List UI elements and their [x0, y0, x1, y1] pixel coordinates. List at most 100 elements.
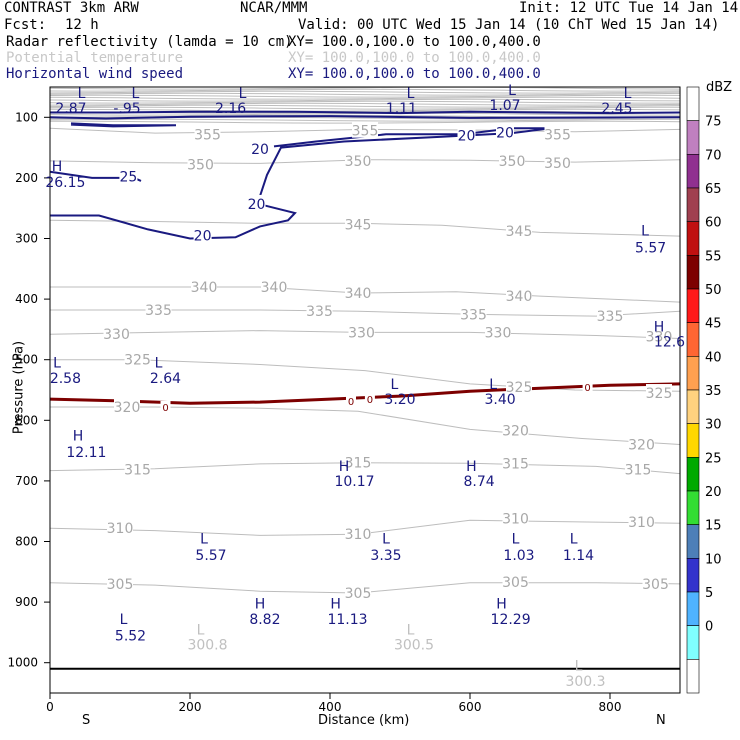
header-fcst-value: 12 h [65, 17, 99, 33]
extremum-value: 1.07 [489, 98, 520, 114]
extremum-value: 5.57 [195, 548, 226, 564]
y-tick-label: 600 [15, 413, 38, 427]
freezing-label: 0 [348, 397, 354, 408]
colorbar-swatch [686, 591, 700, 626]
theta-label-bg [502, 509, 529, 526]
theta-label: 305 [345, 586, 372, 602]
extremum-value: 2.58 [50, 371, 81, 387]
theta-label: 310 [107, 521, 134, 537]
x-endpoint-left: S [82, 713, 91, 728]
theta-label-bg [502, 573, 529, 590]
freezing-label-bg [346, 394, 356, 407]
extremum-value: 11.13 [327, 612, 367, 628]
theta-label-bg [107, 574, 133, 591]
colorbar-swatch [686, 490, 700, 525]
theta-label-bg [124, 350, 151, 367]
colorbar-label: 65 [705, 182, 722, 197]
theta-label-bg [345, 284, 371, 301]
freezing-label: 0 [162, 403, 168, 414]
y-tick-label: 1000 [7, 656, 38, 670]
extremum-value: 300.8 [187, 638, 227, 654]
field-reflectivity-xy: XY= 100.0,100.0 to 100.0,400.0 [288, 34, 541, 50]
wind-contour [49, 170, 142, 182]
theta-label-bg [107, 519, 133, 536]
freezing-label: 0 [367, 395, 373, 406]
theta-label: 325 [646, 386, 673, 402]
field-theta-name: Potential temperature [6, 50, 184, 66]
theta-label-bg [114, 397, 140, 414]
y-tick-label: 300 [15, 232, 38, 246]
y-tick-label: 800 [15, 535, 38, 549]
theta-label: 345 [506, 224, 533, 240]
extremum-value: 2.87 [55, 101, 86, 117]
colorbar-swatch [686, 86, 700, 121]
freezing-label-bg [582, 380, 593, 393]
wind-label: 20 [248, 197, 266, 213]
extremum-value: 12.29 [491, 612, 531, 628]
theta-contour-upper [49, 92, 681, 96]
extremum-value: -.95 [113, 101, 140, 117]
extremum-mark: L [200, 531, 208, 547]
theta-label-bg [194, 125, 221, 142]
theta-label: 315 [502, 456, 529, 472]
wind-label-bg [496, 123, 514, 140]
extremum-value: 10.17 [334, 474, 374, 490]
theta-label-bg [306, 302, 333, 319]
theta-label: 305 [502, 575, 529, 591]
theta-contour-upper [49, 102, 681, 106]
extremum-value: 5.57 [635, 241, 666, 257]
x-tick-label: 800 [599, 700, 622, 714]
x-tick-label: 600 [459, 700, 482, 714]
colorbar-label: 20 [705, 485, 722, 500]
theta-contour-upper [49, 96, 681, 100]
colorbar-swatch [686, 625, 700, 660]
colorbar-swatch [686, 221, 700, 256]
extremum-mark: L [624, 86, 632, 102]
plot-frame [49, 86, 681, 694]
extremum-value: 8.82 [249, 612, 280, 628]
colorbar-unit: dBZ [706, 80, 733, 95]
freezing-label: 0 [584, 383, 590, 394]
x-tick-label: 0 [46, 700, 54, 714]
colorbar-label: 70 [705, 148, 722, 163]
header-init: Init: 12 UTC Tue 14 Jan 14 [519, 0, 739, 16]
wind-contour [70, 122, 177, 128]
colorbar-label: 5 [705, 586, 713, 601]
theta-label: 330 [646, 330, 673, 346]
extremum-mark: H [52, 159, 63, 175]
theta-label-bg [345, 525, 371, 542]
theta-label-bg [124, 460, 151, 477]
theta-label: 315 [345, 456, 372, 472]
theta-label: 350 [499, 154, 526, 170]
theta-label-bg [348, 323, 375, 340]
field-theta-xy: XY= 100.0,100.0 to 100.0,400.0 [288, 50, 541, 66]
theta-label-bg [261, 277, 287, 294]
y-tick-label: 200 [15, 171, 38, 185]
extremum-value: 3.20 [384, 392, 415, 408]
theta-label-bg [345, 215, 371, 232]
theta-label-bg [506, 287, 532, 304]
wind-label: 20 [194, 228, 212, 244]
header-left: CONTRAST 3km ARW [4, 0, 139, 16]
colorbar-label: 15 [705, 519, 722, 534]
extremum-value: 300.3 [565, 674, 605, 690]
extremum-mark: L [512, 531, 520, 547]
theta-label: 350 [187, 158, 214, 174]
theta-contour-upper [49, 98, 681, 102]
extremum-value: 1.11 [386, 101, 417, 117]
header-valid: Valid: 00 UTC Wed 15 Jan 14 (10 ChT Wed … [298, 17, 720, 33]
theta-label: 355 [352, 124, 379, 140]
theta-label: 335 [597, 309, 624, 325]
wind-label: 25 [119, 170, 137, 186]
colorbar-swatch [686, 255, 700, 290]
theta-label: 315 [625, 462, 652, 478]
extremum-value: 12.11 [66, 445, 106, 461]
extremum-mark: L [78, 86, 86, 102]
wind-label: 20 [251, 142, 269, 158]
extremum-mark: L [382, 531, 390, 547]
wind-label: 20 [458, 128, 476, 144]
extremum-mark: L [131, 86, 139, 102]
extremum-value: 3.40 [485, 392, 516, 408]
theta-contour [50, 406, 681, 445]
extremum-mark: L [407, 622, 415, 638]
